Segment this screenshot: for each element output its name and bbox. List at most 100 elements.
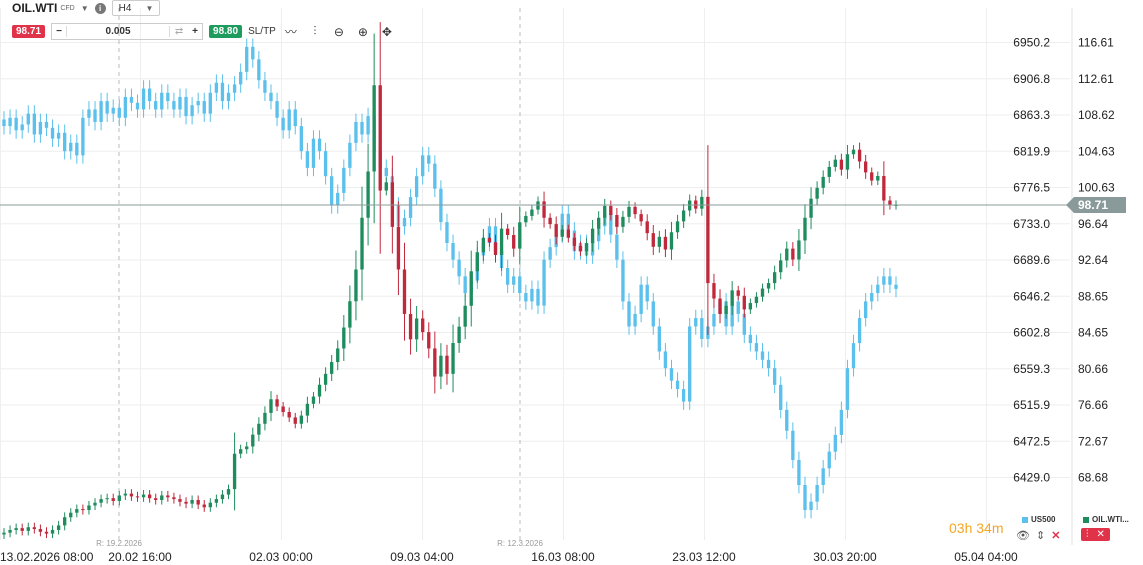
- us500-candle: [87, 109, 91, 118]
- oil-candle: [172, 497, 176, 500]
- us500-candle: [669, 368, 674, 381]
- oil-candle: [706, 196, 710, 284]
- sell-button[interactable]: 98.71: [12, 25, 46, 38]
- oil-candle: [754, 296, 759, 304]
- chevron-down-icon: ▼: [145, 3, 154, 13]
- oil-candle: [821, 176, 825, 188]
- oil-axis-label: 84.65: [1078, 326, 1108, 340]
- oil-candle: [857, 149, 862, 162]
- us500-candle: [524, 293, 528, 302]
- oil-candle: [81, 509, 85, 511]
- us500-candle: [675, 380, 680, 390]
- timeframe-select[interactable]: H4 ▼: [111, 0, 161, 16]
- us500-candle: [766, 359, 771, 369]
- oil-candle: [584, 243, 589, 252]
- legend-us500[interactable]: US500: [1022, 515, 1055, 524]
- oil-candle: [791, 248, 795, 260]
- us500-candle: [342, 167, 346, 193]
- oil-candle: [305, 403, 310, 416]
- oil-axis-label: 76.66: [1078, 398, 1108, 412]
- reorder-icon[interactable]: ⇕: [1035, 530, 1046, 542]
- oil-candle: [311, 396, 316, 404]
- us500-candle: [882, 276, 886, 285]
- us500-candle: [663, 351, 668, 369]
- oil-candle: [851, 149, 856, 155]
- buy-button[interactable]: 98.80: [209, 25, 243, 38]
- zoom-out-icon[interactable]: ⊖: [333, 24, 344, 39]
- oil-candle: [263, 412, 267, 424]
- us500-candle: [105, 101, 109, 114]
- us500-candle: [330, 176, 334, 206]
- oil-candle: [809, 198, 813, 218]
- oil-candle: [421, 318, 425, 333]
- x-axis-label: 02.03 00:00: [249, 550, 313, 564]
- us500-candle: [245, 46, 249, 72]
- us500-candle: [93, 109, 97, 122]
- us500-candle: [748, 334, 753, 344]
- timer-hours-unit: h: [964, 520, 973, 536]
- oil-candle: [469, 271, 473, 306]
- us500-candle: [694, 318, 698, 327]
- move-icon[interactable]: ✥: [381, 24, 392, 39]
- us500-candle: [791, 430, 795, 460]
- us500-candle: [402, 217, 407, 227]
- us500-candle: [232, 84, 237, 93]
- oil-candle: [536, 201, 540, 210]
- oil-candle: [505, 228, 510, 235]
- volume-stepper[interactable]: − 0.005 ⇄ +: [51, 23, 204, 40]
- oil-candle: [226, 489, 231, 495]
- legend-oil[interactable]: OIL.WTI...: [1083, 515, 1129, 524]
- us500-candle: [14, 117, 18, 131]
- current-price-line: 98.71: [0, 196, 1126, 213]
- oil-candle: [342, 327, 346, 349]
- us500-candle: [287, 109, 291, 131]
- oil-candle: [439, 355, 443, 377]
- oil-candle: [681, 210, 686, 222]
- oil-candle: [69, 512, 73, 518]
- us500-candle: [609, 213, 613, 235]
- us500-candle: [166, 92, 170, 102]
- candlestick-icon[interactable]: ⫶: [313, 24, 317, 38]
- oil-candle: [147, 494, 152, 499]
- oil-candle: [87, 505, 91, 510]
- us500-candle: [560, 213, 564, 235]
- close-icon[interactable]: ✕: [1051, 530, 1061, 542]
- candlestick-icon[interactable]: ⫶: [1086, 529, 1089, 540]
- us500-candle: [512, 276, 516, 285]
- x-axis-label: 05.04 04:00: [954, 550, 1018, 564]
- oil-candle: [560, 229, 564, 237]
- symbol-type: CFD: [60, 4, 75, 12]
- us500-controls: 👁 ⇕ ✕: [1016, 529, 1060, 542]
- us500-candle: [305, 151, 310, 168]
- oil-candle: [572, 237, 577, 246]
- swap-icon[interactable]: ⇄: [174, 26, 184, 37]
- oil-candle: [785, 248, 789, 261]
- increase-button[interactable]: +: [192, 26, 198, 37]
- oil-candle: [839, 159, 844, 170]
- oil-candle: [111, 498, 115, 501]
- sltp-button[interactable]: SL/TP: [248, 26, 276, 37]
- eye-icon[interactable]: 👁: [1016, 530, 1030, 542]
- symbol-name[interactable]: OIL.WTI: [12, 1, 58, 15]
- us500-candle: [839, 409, 844, 435]
- chevron-down-icon[interactable]: ▼: [80, 3, 89, 13]
- us500-candle: [414, 176, 419, 198]
- us500-axis-label: 6819.9: [1013, 144, 1050, 158]
- zoom-in-icon[interactable]: ⊕: [357, 24, 368, 39]
- oil-candle: [408, 313, 413, 340]
- oil-candle: [433, 348, 437, 377]
- volume-input[interactable]: 0.005: [66, 26, 171, 37]
- oil-candle: [299, 415, 304, 424]
- line-chart-icon[interactable]: 〰: [284, 25, 297, 39]
- decrease-button[interactable]: −: [56, 26, 62, 37]
- us500-candle: [63, 132, 67, 152]
- us500-candle: [627, 301, 631, 327]
- period-marker-label: R: 12.3.2026: [497, 539, 543, 548]
- oil-candle: [766, 283, 771, 289]
- oil-axis-label: 80.66: [1078, 362, 1108, 376]
- grid: [0, 8, 1073, 545]
- info-icon[interactable]: i: [94, 2, 106, 14]
- oil-candle: [275, 399, 279, 407]
- close-icon[interactable]: ✕: [1096, 529, 1105, 540]
